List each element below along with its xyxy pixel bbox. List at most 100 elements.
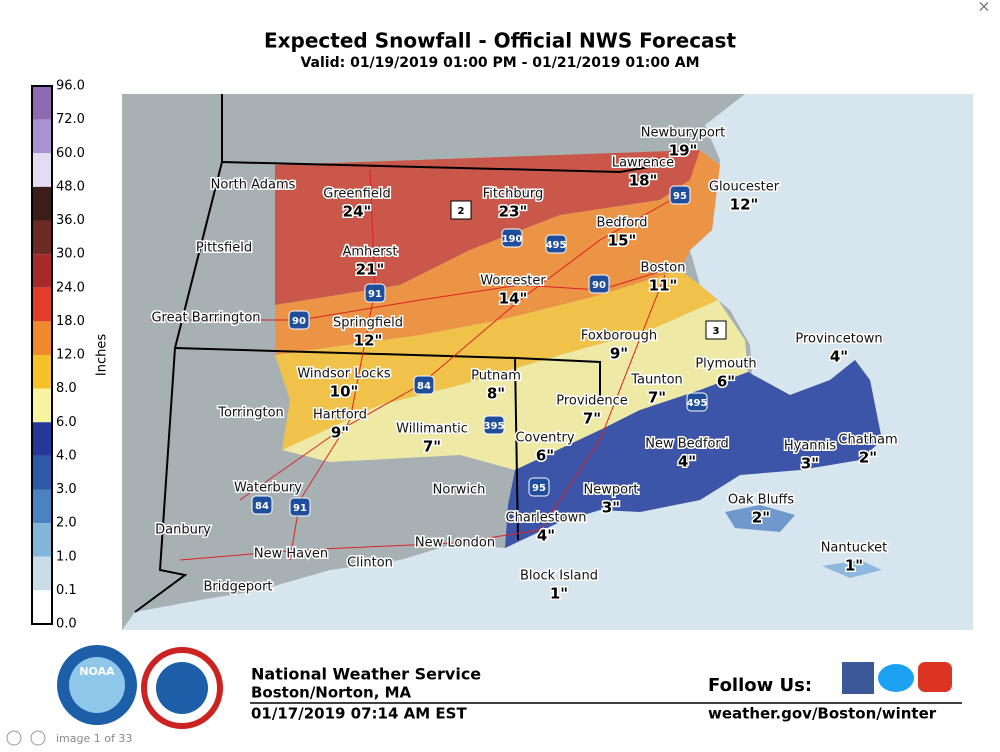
legend-swatch [32, 388, 52, 423]
legend-swatch [32, 422, 52, 456]
city-name: Lawrence [612, 156, 674, 171]
image-counter: image 1 of 33 [56, 732, 132, 745]
url[interactable]: weather.gov/Boston/winter [708, 705, 937, 723]
legend-swatch [32, 86, 52, 120]
road [289, 169, 376, 561]
snow-amount: 6" [536, 447, 554, 465]
city-name: Hyannis [784, 439, 837, 454]
youtube-icon[interactable] [918, 662, 952, 692]
snow-amount: 23" [499, 203, 528, 221]
legend-swatch [32, 287, 52, 322]
snow-amount: 12" [730, 196, 759, 214]
legend-swatch [32, 220, 52, 255]
state-border [221, 94, 661, 174]
legend-label: 0.0 [56, 617, 77, 632]
road [179, 274, 666, 561]
city-name: Springfield [333, 316, 403, 331]
legend-label: 6.0 [56, 415, 77, 430]
city-name: North Adams [211, 178, 296, 193]
snow-amount: 12" [354, 332, 383, 350]
legend-swatch [32, 590, 52, 624]
snow-amount: 11" [649, 277, 678, 295]
city-name: Norwich [433, 483, 486, 498]
highway-number: 84 [255, 501, 269, 512]
twitter-icon[interactable] [878, 664, 914, 692]
city-name: Chatham [838, 433, 897, 448]
facebook-icon[interactable] [842, 662, 874, 694]
snow-amount: 2" [752, 509, 770, 527]
city-name: Providence [556, 394, 628, 409]
snow-amount: 24" [343, 203, 372, 221]
highway-number: 495 [687, 398, 708, 409]
road [239, 194, 681, 501]
city-name: Provincetown [795, 332, 882, 347]
noaa-logo-inner [69, 657, 125, 713]
prev-button[interactable] [6, 730, 22, 746]
island [822, 560, 882, 578]
snow-amount: 7" [583, 410, 601, 428]
city-name: Windsor Locks [297, 367, 391, 382]
highway-number: 3 [713, 326, 720, 337]
issued: 01/17/2019 07:14 AM EST [251, 705, 467, 723]
highway-number: 95 [532, 483, 546, 494]
city-name: Gloucester [709, 180, 780, 195]
snow-amount: 7" [648, 389, 666, 407]
city-name: Plymouth [695, 357, 756, 372]
snow-amount: 10" [330, 383, 359, 401]
snow-amount: 3" [801, 455, 819, 473]
snow-amount: 19" [669, 142, 698, 160]
highway-shield [501, 228, 523, 248]
snow-amount: 9" [331, 424, 349, 442]
legend-swatch [32, 153, 52, 187]
title: Expected Snowfall - Official NWS Forecas… [264, 29, 736, 53]
snow-amount: 21" [356, 261, 385, 279]
snow-amount: 4" [678, 453, 696, 471]
city-name: Waterbury [234, 481, 302, 496]
city-name: New London [415, 536, 495, 551]
snow-band-4-6 [505, 360, 882, 548]
highway-shield [528, 477, 550, 497]
city-name: Bridgeport [203, 580, 272, 595]
snow-amount: 14" [499, 290, 528, 308]
legend-label: 2.0 [56, 516, 77, 531]
map [122, 94, 973, 630]
city-name: New Haven [254, 547, 328, 562]
legend-label: 3.0 [56, 482, 77, 497]
highway-shield [669, 185, 691, 205]
org-name: National Weather Service [251, 665, 481, 684]
close-button[interactable]: × [977, 0, 990, 16]
city-name: Charlestown [506, 511, 587, 526]
city-name: Willimantic [396, 422, 468, 437]
legend-label: 18.0 [56, 314, 85, 329]
legend-label: 30.0 [56, 247, 85, 262]
nws-logo-inner [156, 662, 208, 714]
legend-label: 24.0 [56, 280, 85, 295]
legend-label: 72.0 [56, 112, 85, 127]
legend-label: 8.0 [56, 381, 77, 396]
city-name: Nantucket [821, 541, 888, 556]
next-button[interactable] [30, 730, 46, 746]
legend-label: 60.0 [56, 146, 85, 161]
city-name: New Bedford [645, 437, 729, 452]
highway-shield [686, 392, 708, 412]
city-name: Fitchburg [483, 187, 544, 202]
city-name: Torrington [217, 406, 284, 421]
city-name: Great Barrington [151, 311, 260, 326]
noaa-logo-text: NOAA [79, 665, 115, 678]
state-border [134, 161, 223, 613]
snow-amount: 15" [608, 232, 637, 250]
snow-amount: 7" [423, 438, 441, 456]
city-name: Greenfield [323, 187, 390, 202]
legend-label: 1.0 [56, 549, 77, 564]
highway-number: 395 [484, 421, 505, 432]
highway-number: 91 [293, 503, 307, 514]
highway-shield [413, 375, 435, 395]
snow-amount: 6" [717, 373, 735, 391]
highway-shield [483, 415, 505, 435]
legend-label: 48.0 [56, 179, 85, 194]
office: Boston/Norton, MA [251, 684, 412, 702]
legend-label: 96.0 [56, 79, 85, 94]
snow-amount: 1" [550, 585, 568, 603]
island [725, 505, 795, 532]
snow-amount: 4" [830, 348, 848, 366]
